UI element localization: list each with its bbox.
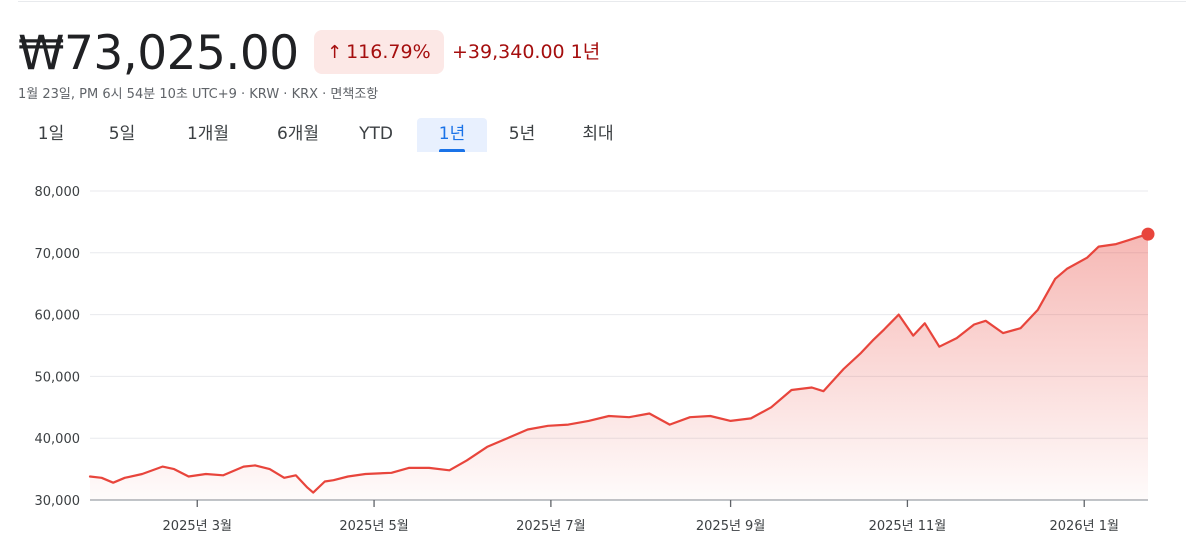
x-tick-label: 2026년 1월 bbox=[1050, 519, 1119, 534]
y-tick-label: 70,000 bbox=[35, 247, 81, 262]
tab-label: 1년 bbox=[438, 124, 466, 144]
tab-label: 최대 bbox=[582, 124, 614, 144]
tab-ytd[interactable]: YTD bbox=[342, 118, 410, 152]
x-tick-label: 2025년 7월 bbox=[516, 519, 585, 534]
change-percent-badge: ↑ 116.79% bbox=[314, 30, 444, 74]
last-price-dot bbox=[1141, 227, 1155, 241]
y-tick-label: 30,000 bbox=[35, 494, 81, 509]
current-price: ₩73,025.00 bbox=[18, 26, 299, 81]
x-tick-label: 2025년 5월 bbox=[339, 519, 408, 534]
tab-5d[interactable]: 5일 bbox=[88, 118, 156, 152]
change-value: +39,340.00 bbox=[452, 41, 565, 63]
tab-label: 1일 bbox=[37, 124, 65, 144]
price-line bbox=[88, 233, 1150, 494]
x-axis: 2025년 3월 2025년 5월 2025년 7월 2025년 9월 2025년 11… bbox=[163, 500, 1119, 534]
x-tick-label: 2025년 9월 bbox=[696, 519, 765, 534]
arrow-up-icon: ↑ bbox=[327, 41, 343, 63]
quote-meta: 1월 23일, PM 6시 54분 10초 UTC+9 · KRW · KRX … bbox=[18, 87, 379, 102]
tab-label: 5일 bbox=[108, 124, 136, 144]
tab-1m[interactable]: 1개월 bbox=[166, 118, 250, 152]
tab-label: 6개월 bbox=[276, 124, 320, 144]
x-tick-label: 2025년 3월 bbox=[163, 519, 232, 534]
tab-label: 5년 bbox=[508, 124, 536, 144]
price-area bbox=[90, 234, 1148, 500]
change-period: 1년 bbox=[570, 41, 601, 63]
change-summary: +39,340.00 1년 bbox=[452, 38, 600, 66]
top-divider bbox=[18, 1, 1186, 2]
tab-1d[interactable]: 1일 bbox=[18, 118, 84, 152]
tab-max[interactable]: 최대 bbox=[564, 118, 632, 152]
tab-label: YTD bbox=[359, 124, 393, 144]
y-tick-label: 60,000 bbox=[35, 309, 81, 324]
y-axis: 30,000 40,000 50,000 60,000 70,000 80,000 bbox=[35, 185, 81, 509]
change-percent: 116.79% bbox=[346, 41, 431, 63]
x-tick-label: 2025년 11월 bbox=[869, 519, 947, 534]
y-tick-label: 40,000 bbox=[35, 432, 81, 447]
tab-1y[interactable]: 1년 bbox=[417, 118, 487, 152]
tab-5y[interactable]: 5년 bbox=[488, 118, 556, 152]
y-tick-label: 50,000 bbox=[35, 370, 81, 385]
active-tab-indicator bbox=[439, 149, 465, 152]
tab-label: 1개월 bbox=[186, 124, 230, 144]
tab-6m[interactable]: 6개월 bbox=[256, 118, 340, 152]
y-tick-label: 80,000 bbox=[35, 185, 81, 200]
